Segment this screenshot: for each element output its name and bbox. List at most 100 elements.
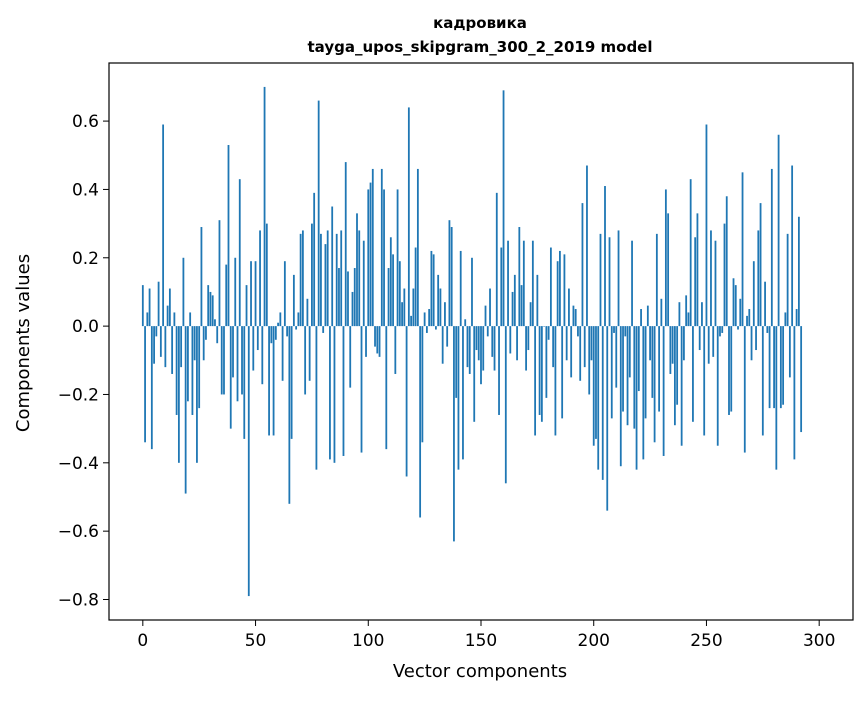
bar bbox=[683, 326, 685, 361]
bar bbox=[563, 254, 566, 327]
bar bbox=[214, 319, 216, 327]
bar bbox=[791, 165, 794, 327]
bar bbox=[712, 326, 715, 357]
bar bbox=[637, 326, 640, 392]
bar bbox=[385, 326, 388, 450]
bar bbox=[414, 247, 417, 327]
bar bbox=[159, 326, 162, 357]
bar bbox=[150, 326, 153, 450]
bar bbox=[462, 326, 464, 460]
bar bbox=[640, 309, 642, 327]
bar bbox=[198, 326, 201, 409]
x-axis-ticks: 0 50 100 150 200 250 300 bbox=[137, 620, 835, 651]
bar bbox=[773, 326, 775, 409]
bar bbox=[173, 312, 176, 327]
bar bbox=[292, 274, 295, 327]
bar bbox=[259, 230, 261, 327]
bar bbox=[155, 326, 158, 337]
bar bbox=[225, 264, 228, 327]
bar bbox=[358, 230, 361, 327]
bar bbox=[498, 326, 500, 415]
bar bbox=[238, 179, 241, 327]
bar bbox=[797, 216, 800, 327]
bar bbox=[380, 168, 383, 327]
bar bbox=[595, 326, 597, 439]
bar bbox=[353, 268, 356, 327]
bar bbox=[572, 305, 575, 327]
bar bbox=[477, 326, 480, 361]
x-tick-label: 50 bbox=[245, 631, 267, 651]
bar bbox=[680, 326, 683, 446]
bar bbox=[719, 326, 721, 337]
bar bbox=[495, 192, 498, 327]
bar bbox=[387, 268, 390, 327]
bar bbox=[540, 326, 543, 422]
bar bbox=[626, 326, 629, 426]
bar bbox=[270, 326, 273, 344]
bar bbox=[707, 326, 710, 364]
bar bbox=[223, 326, 225, 395]
bar bbox=[371, 168, 374, 327]
bar bbox=[394, 326, 397, 374]
bar bbox=[362, 240, 365, 327]
bar bbox=[268, 326, 270, 436]
bar bbox=[782, 326, 785, 405]
bar bbox=[367, 189, 370, 327]
bar bbox=[252, 326, 255, 371]
bar bbox=[313, 192, 316, 327]
bar bbox=[376, 326, 379, 354]
bar bbox=[534, 326, 537, 436]
bar bbox=[660, 298, 663, 327]
bar bbox=[256, 326, 259, 351]
bar bbox=[455, 326, 458, 398]
bar bbox=[171, 326, 174, 374]
bar bbox=[509, 326, 512, 354]
bar bbox=[692, 326, 694, 422]
bar bbox=[725, 196, 728, 327]
bar bbox=[279, 312, 282, 327]
bar bbox=[586, 165, 588, 327]
bar bbox=[295, 326, 298, 330]
bar bbox=[187, 326, 189, 402]
bar bbox=[308, 326, 311, 381]
bar bbox=[166, 305, 169, 327]
bar bbox=[211, 295, 214, 327]
bar bbox=[153, 326, 155, 364]
bar bbox=[146, 312, 149, 327]
bar bbox=[277, 322, 279, 327]
bar bbox=[543, 326, 546, 327]
bar bbox=[281, 326, 284, 381]
bar bbox=[513, 274, 516, 327]
bar bbox=[748, 309, 751, 327]
bar bbox=[466, 326, 469, 368]
bar bbox=[536, 274, 539, 327]
bar bbox=[766, 326, 769, 333]
x-axis-label: Vector components bbox=[393, 661, 567, 682]
bar bbox=[157, 281, 160, 327]
bar bbox=[162, 124, 165, 327]
bar bbox=[410, 315, 413, 327]
bar bbox=[453, 326, 455, 542]
bar bbox=[673, 326, 676, 426]
bar bbox=[608, 237, 611, 327]
bar bbox=[721, 326, 724, 333]
bar bbox=[333, 326, 336, 463]
bar bbox=[613, 326, 615, 333]
bar bbox=[263, 86, 266, 327]
bar bbox=[556, 261, 559, 327]
bar bbox=[698, 326, 701, 351]
bar bbox=[245, 285, 248, 327]
bar bbox=[200, 227, 203, 327]
bar bbox=[220, 326, 223, 395]
bars-group bbox=[141, 86, 803, 597]
bar bbox=[752, 261, 755, 327]
bar bbox=[326, 230, 329, 327]
bar bbox=[651, 326, 654, 398]
bar bbox=[669, 326, 672, 374]
bar bbox=[574, 309, 577, 327]
bar bbox=[234, 257, 237, 327]
bar bbox=[428, 309, 431, 327]
y-tick-label: 0.4 bbox=[72, 180, 99, 200]
bar bbox=[416, 168, 419, 327]
bar bbox=[516, 326, 518, 361]
